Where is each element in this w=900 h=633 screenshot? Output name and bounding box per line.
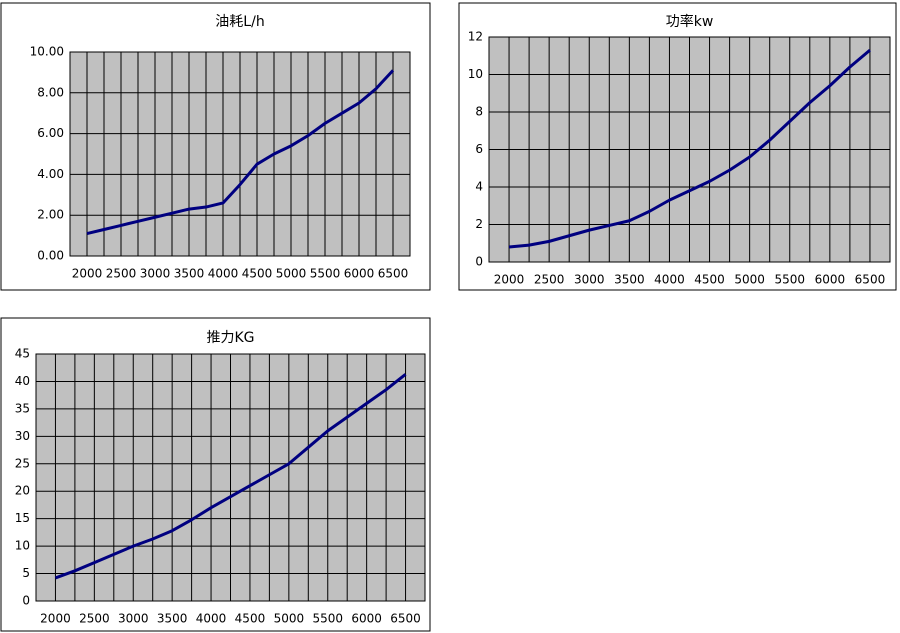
- x-tick-label: 5500: [312, 612, 343, 626]
- x-tick-label: 6500: [855, 273, 886, 287]
- y-tick-label: 10: [15, 539, 30, 553]
- x-tick-label: 3500: [157, 612, 188, 626]
- y-tick-label: 10: [468, 67, 483, 81]
- x-tick-label: 4000: [196, 612, 227, 626]
- x-tick-label: 5500: [774, 273, 805, 287]
- x-tick-label: 2500: [106, 267, 137, 281]
- y-tick-label: 4.00: [37, 167, 64, 181]
- y-tick-label: 40: [15, 374, 30, 388]
- x-tick-label: 4000: [654, 273, 685, 287]
- y-tick-label: 10.00: [30, 45, 64, 59]
- x-tick-label: 5000: [734, 273, 765, 287]
- y-tick-label: 2.00: [37, 208, 64, 222]
- x-tick-label: 6000: [815, 273, 846, 287]
- y-tick-label: 12: [468, 30, 483, 44]
- x-tick-label: 3000: [574, 273, 605, 287]
- y-tick-label: 4: [475, 180, 483, 194]
- chart-title: 推力KG: [206, 330, 254, 346]
- x-tick-label: 4000: [208, 267, 239, 281]
- y-tick-label: 15: [15, 511, 30, 525]
- x-tick-label: 3500: [174, 267, 205, 281]
- y-tick-label: 5: [22, 566, 30, 580]
- y-tick-label: 0.00: [37, 249, 64, 263]
- x-tick-label: 5000: [276, 267, 307, 281]
- data-line: [86, 69, 395, 236]
- x-tick-label: 6000: [351, 612, 382, 626]
- y-tick-label: 0: [475, 255, 483, 269]
- y-tick-label: 0: [22, 594, 30, 608]
- y-tick-label: 35: [15, 401, 30, 415]
- y-tick-label: 45: [15, 347, 30, 361]
- x-tick-label: 2000: [72, 267, 103, 281]
- chart-title: 油耗L/h: [215, 14, 264, 30]
- y-tick-label: 8.00: [37, 85, 64, 99]
- x-tick-label: 4500: [242, 267, 273, 281]
- x-tick-label: 6000: [344, 267, 375, 281]
- x-tick-label: 2500: [79, 612, 110, 626]
- x-tick-label: 6500: [390, 612, 421, 626]
- x-tick-label: 2000: [40, 612, 71, 626]
- x-tick-label: 4500: [694, 273, 725, 287]
- x-tick-label: 4500: [235, 612, 266, 626]
- data-line: [54, 373, 407, 580]
- x-tick-label: 5000: [274, 612, 305, 626]
- x-tick-label: 2500: [534, 273, 565, 287]
- y-tick-label: 30: [15, 429, 30, 443]
- y-tick-label: 25: [15, 456, 30, 470]
- y-tick-label: 6: [475, 142, 483, 156]
- chart-title: 功率kw: [666, 13, 714, 30]
- y-tick-label: 2: [475, 217, 483, 231]
- x-tick-label: 3500: [614, 273, 645, 287]
- x-tick-label: 3000: [140, 267, 171, 281]
- x-tick-label: 6500: [378, 267, 409, 281]
- y-tick-label: 20: [15, 484, 30, 498]
- x-tick-label: 5500: [310, 267, 341, 281]
- y-tick-label: 6.00: [37, 126, 64, 140]
- data-line: [508, 48, 871, 249]
- x-tick-label: 3000: [118, 612, 149, 626]
- y-tick-label: 8: [475, 105, 483, 119]
- x-tick-label: 2000: [494, 273, 525, 287]
